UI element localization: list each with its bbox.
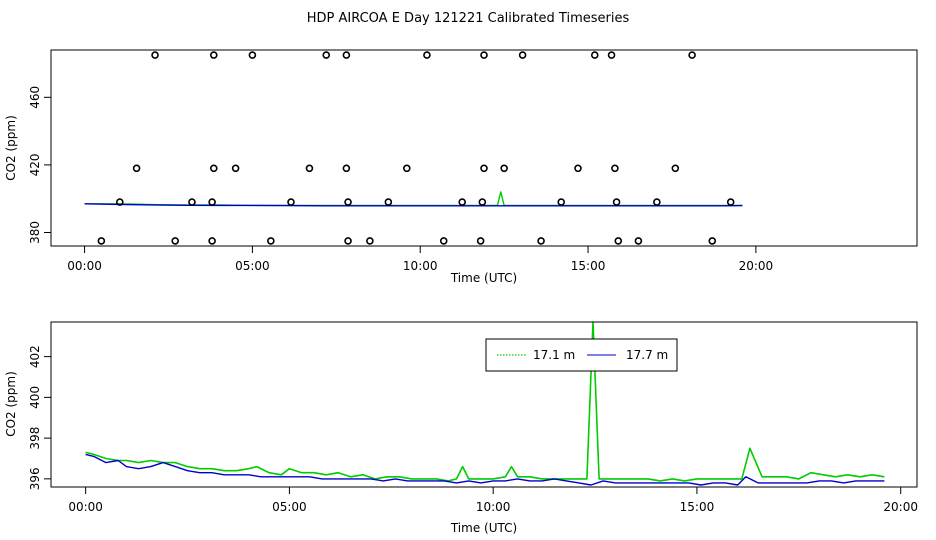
legend: 17.1 m 17.7 m [485, 338, 678, 372]
bottom-series-line-17-1-m [85, 321, 885, 482]
top-flag-point [726, 198, 735, 206]
top-flag-point [151, 51, 159, 59]
top-flag-point [366, 237, 374, 245]
top-flag-point [231, 164, 240, 173]
top-flag-point [342, 51, 351, 59]
top-flag-point [671, 164, 680, 173]
top-flag-point [574, 164, 582, 173]
top-flag-point [614, 237, 623, 245]
bottom-x-tick-label: 00:00 [68, 500, 103, 514]
top-flag-point [208, 198, 216, 206]
bottom-x-tick-label: 20:00 [883, 500, 918, 514]
top-flag-point [439, 237, 448, 245]
top-flag-point [518, 51, 527, 59]
top-y-tick-label: 420 [28, 153, 42, 176]
top-x-axis: 00:00 05:00 10:00 15:00 20:00 [67, 246, 773, 273]
top-flag-point [188, 198, 196, 206]
top-y-axis: 380 420 460 [28, 86, 51, 244]
top-flag-point [480, 51, 488, 59]
top-flag-point [344, 237, 352, 245]
top-flag-point [708, 237, 717, 245]
top-flag-point [458, 198, 466, 206]
top-flag-point [322, 51, 331, 59]
legend-label-17-1: 17.1 m [533, 348, 575, 362]
top-x-axis-label: Time (UTC) [450, 271, 517, 285]
top-flag-point [132, 164, 141, 173]
top-flag-point [384, 198, 393, 206]
top-plot-series [84, 51, 743, 245]
top-flag-point [557, 198, 566, 206]
top-flag-point [423, 51, 431, 59]
top-flag-point [653, 198, 661, 206]
top-flag-point [478, 198, 487, 206]
top-plot-frame [50, 49, 918, 247]
top-series-line-0 [84, 191, 743, 207]
top-x-tick-label: 05:00 [235, 259, 270, 273]
bottom-panel: 00:00 05:00 10:00 15:00 20:00 396 398 400 402 T… [4, 321, 918, 535]
top-flag-point [611, 164, 619, 173]
top-flag-point [171, 237, 179, 245]
top-flag-point [116, 198, 124, 206]
top-flag-point [209, 51, 218, 59]
figure-title: HDP AIRCOA E Day 121221 Calibrated Times… [307, 11, 630, 26]
bottom-y-tick-label: 398 [28, 427, 42, 450]
top-flag-point [287, 198, 295, 206]
top-flag-point [248, 51, 257, 59]
bottom-plot-frame [50, 321, 918, 488]
top-flag-point [480, 164, 488, 173]
top-flag-point [305, 164, 314, 173]
bottom-x-tick-label: 05:00 [272, 500, 307, 514]
top-y-tick-label: 460 [28, 86, 42, 109]
legend-box [485, 338, 678, 372]
bottom-series-line-17-7-m [85, 453, 885, 486]
bottom-y-tick-label: 396 [28, 467, 42, 490]
top-flag-point [344, 198, 352, 206]
top-flag-point [402, 164, 411, 173]
bottom-x-axis-label: Time (UTC) [450, 521, 517, 535]
top-y-axis-label: CO2 (ppm) [4, 115, 18, 181]
top-flag-point [607, 51, 616, 59]
top-flag-point [612, 198, 621, 206]
top-flag-point [97, 237, 106, 245]
top-x-tick-label: 15:00 [571, 259, 606, 273]
top-flag-point [590, 51, 599, 59]
top-flag-point [209, 164, 218, 173]
top-series-line-1 [84, 203, 743, 207]
legend-label-17-7: 17.7 m [626, 348, 668, 362]
top-x-tick-label: 10:00 [403, 259, 438, 273]
bottom-plot-series [85, 321, 885, 486]
top-x-tick-label: 20:00 [739, 259, 774, 273]
top-y-tick-label: 380 [28, 221, 42, 244]
top-flag-point [476, 237, 485, 245]
bottom-x-axis: 00:00 05:00 10:00 15:00 20:00 [68, 487, 918, 514]
top-flag-point [267, 237, 275, 245]
bottom-y-axis-label: CO2 (ppm) [4, 371, 18, 437]
top-flag-point [634, 237, 643, 245]
top-flag-point [688, 51, 696, 59]
top-flag-point [500, 164, 508, 173]
bottom-y-axis: 396 398 400 402 [28, 345, 51, 490]
top-flag-point [208, 237, 216, 245]
top-flag-point [537, 237, 545, 245]
top-panel: 00:00 05:00 10:00 15:00 20:00 380 420 460 Time… [4, 49, 918, 285]
bottom-x-tick-label: 15:00 [680, 500, 715, 514]
bottom-y-tick-label: 400 [28, 386, 42, 409]
bottom-y-tick-label: 402 [28, 345, 42, 368]
bottom-x-tick-label: 10:00 [476, 500, 511, 514]
top-x-tick-label: 00:00 [67, 259, 102, 273]
top-flag-point [342, 164, 351, 173]
